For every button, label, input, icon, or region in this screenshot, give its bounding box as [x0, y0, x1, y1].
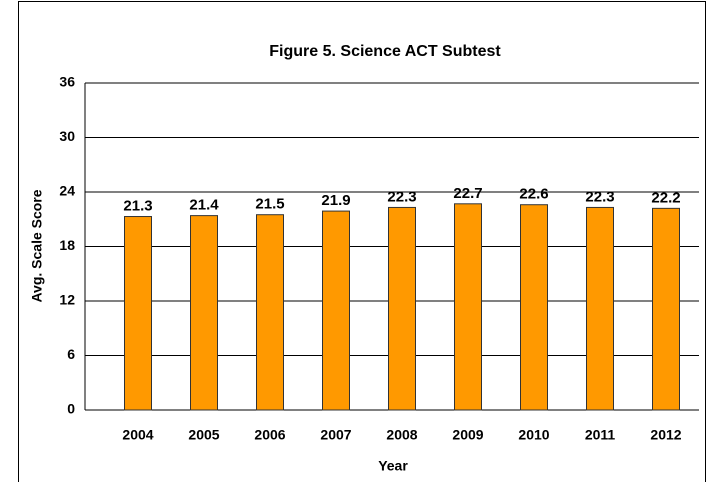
bar: [520, 204, 548, 411]
x-axis-label: Year: [378, 458, 408, 474]
y-tick-label: 18: [59, 237, 75, 253]
chart-frame: [18, 1, 706, 482]
value-label: 22.2: [651, 189, 680, 206]
x-tick-label: 2010: [518, 427, 549, 443]
value-label: 21.9: [321, 192, 350, 209]
x-tick-label: 2004: [122, 427, 153, 443]
value-label: 22.7: [453, 185, 482, 202]
x-tick-label: 2011: [585, 427, 616, 443]
bar: [652, 207, 680, 411]
value-label: 22.3: [387, 188, 416, 205]
bar: [256, 214, 284, 411]
y-tick-label: 12: [59, 292, 75, 308]
value-label: 21.4: [189, 197, 219, 214]
bar: [454, 203, 482, 411]
y-tick-label: 6: [67, 346, 75, 362]
bar: [388, 206, 416, 411]
chart-title: Figure 5. Science ACT Subtest: [269, 43, 501, 60]
x-tick-label: 2008: [386, 427, 417, 443]
value-label: 22.6: [519, 186, 548, 203]
x-tick-label: 2012: [650, 427, 681, 443]
x-tick-label: 2009: [452, 427, 483, 443]
value-label: 21.5: [255, 196, 284, 213]
bar: [586, 206, 614, 411]
y-tick-label: 24: [59, 183, 75, 199]
value-label: 22.3: [585, 188, 614, 205]
value-label: 21.3: [123, 197, 152, 214]
x-tick-label: 2006: [254, 427, 285, 443]
y-tick-label: 36: [59, 74, 75, 90]
x-tick-label: 2005: [188, 427, 219, 443]
bar: [190, 215, 218, 411]
bar: [124, 216, 152, 411]
y-tick-label: 30: [59, 128, 75, 144]
bar: [322, 210, 350, 411]
x-tick-label: 2007: [320, 427, 351, 443]
y-axis-label: Avg. Scale Score: [29, 189, 45, 302]
y-tick-label: 0: [67, 401, 75, 417]
